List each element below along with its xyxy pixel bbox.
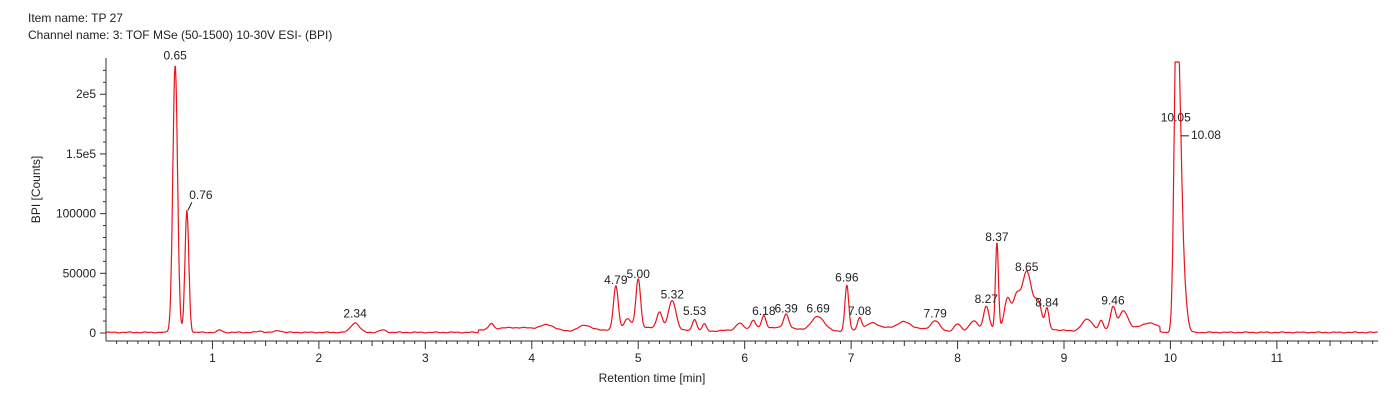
peak-label: 10.05 xyxy=(1161,110,1191,124)
peak-label: 0.65 xyxy=(164,49,188,63)
peak-label: 8.65 xyxy=(1015,260,1039,274)
peak-labels: 0.65 0.76 2.34 4.795.00 5.32 5.53 6.186.39 6.69… xyxy=(164,49,1222,321)
peak-label: 6.18 xyxy=(752,304,776,318)
y-tick-label: 50000 xyxy=(63,266,97,280)
peak-label: 9.46 xyxy=(1101,293,1125,307)
peak-label: 6.96 xyxy=(835,271,859,285)
x-tick-label: 11 xyxy=(1271,351,1284,365)
x-tick-label: 3 xyxy=(422,351,429,365)
x-tick-label: 5 xyxy=(635,351,642,365)
peak-label: 5.32 xyxy=(661,287,685,301)
x-tick-label: 1 xyxy=(209,351,216,365)
peak-label: 10.08 xyxy=(1191,128,1221,142)
peak-label: 6.39 xyxy=(774,302,798,316)
chromatogram-header: Item name: TP 27 Channel name: 3: TOF MS… xyxy=(28,10,332,44)
channel-name: Channel name: 3: TOF MSe (50-1500) 10-30… xyxy=(28,28,333,42)
y-tick-label: 100000 xyxy=(56,207,96,221)
chart-axes: 1 2 3 4 5 6 7 8 9 10 11 0 50000 100000 1.5e5 2e5 xyxy=(56,58,1378,365)
peak-label-leader xyxy=(187,202,193,211)
x-tick-label: 2 xyxy=(316,351,323,365)
bpi-trace-line xyxy=(105,61,1378,334)
x-tick-label: 6 xyxy=(741,351,748,365)
y-tick-label: 2e5 xyxy=(76,87,96,101)
x-tick-label: 4 xyxy=(528,351,535,365)
x-tick-label: 9 xyxy=(1061,351,1068,365)
x-tick-label: 8 xyxy=(954,351,961,365)
y-tick-label: 0 xyxy=(89,326,96,340)
peak-label: 2.34 xyxy=(343,306,367,320)
peak-label: 8.37 xyxy=(985,230,1009,244)
peak-label: 5.53 xyxy=(683,304,707,318)
peak-label: 6.69 xyxy=(806,302,830,316)
y-tick-label: 1.5e5 xyxy=(66,147,96,161)
peak-label: 4.79 xyxy=(604,273,628,287)
peak-label: 7.08 xyxy=(848,304,872,318)
peak-label: 8.27 xyxy=(975,292,999,306)
peak-label: 5.00 xyxy=(627,267,651,281)
x-axis-label: Retention time [min] xyxy=(599,371,706,385)
peak-label: 0.76 xyxy=(189,188,213,202)
x-tick-label: 10 xyxy=(1164,351,1178,365)
peak-label: 7.79 xyxy=(924,306,948,320)
x-tick-label: 7 xyxy=(848,351,855,365)
peak-label: 8.84 xyxy=(1035,296,1059,310)
item-name: Item name: TP 27 xyxy=(28,11,123,25)
y-axis-label: BPI [Counts] xyxy=(29,156,43,223)
